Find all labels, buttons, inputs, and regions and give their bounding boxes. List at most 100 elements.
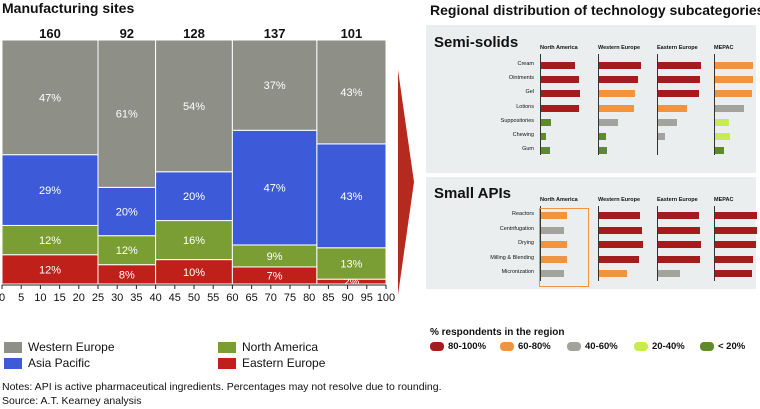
x-tick-label: 95 [361,292,373,304]
total-label: 137 [264,26,286,41]
x-tick-label: 40 [149,292,161,304]
regional-bar [541,104,580,112]
x-tick-label: 70 [265,292,277,304]
subcategory-label: Milling & Blending [490,254,534,261]
small-apis-panel [426,177,756,289]
region-header: North America [540,45,578,51]
legend-item-80-100: 80-100% [430,341,486,352]
total-label: 128 [183,26,205,41]
x-tick-label: 25 [92,292,104,304]
x-tick-label: 10 [34,292,46,304]
region-header: Western Europe [598,197,641,203]
left-chart-title: Manufacturing sites [2,0,135,16]
regional-bar [715,270,753,278]
column-axis-line [540,54,541,156]
regional-bar [658,255,700,263]
segment-label: 43% [340,87,362,99]
x-tick-label: 90 [341,292,353,304]
regional-bar [599,255,640,263]
legend-item-north-america: North America [218,340,318,354]
notes-text: Notes: API is active pharmaceutical ingr… [2,381,442,393]
segment-label: 61% [116,109,138,121]
segment-label: 29% [39,185,61,197]
legend-swatch [700,342,714,351]
legend-item-40-60: 40-60% [567,341,618,352]
segment-liquids-western-europe [155,39,233,173]
segment-liquids-north-america [155,220,233,261]
regional-bar [715,62,754,69]
regional-bar [658,62,702,69]
legend-item-western-europe: Western Europe [4,340,115,354]
segment-large-apis-asia-pacific [316,143,387,249]
segment-label: 20% [183,191,205,203]
x-tick-label: 30 [111,292,123,304]
regional-bar [599,147,607,155]
arrow-icon [398,70,414,295]
regional-bar [658,212,699,219]
x-tick-label: 55 [207,292,219,304]
legend-item-60-80: 60-80% [500,341,551,352]
panel-title-semi-solids: Semi-solids [434,34,519,51]
subcategory-label: Centrifugation [499,225,534,232]
legend-swatch [430,342,444,351]
segment-liquids-asia-pacific [155,171,233,222]
regional-bar [599,212,640,219]
highlight-box [539,208,589,287]
semi-solids-panel [426,25,756,173]
segment-label: 47% [39,92,61,104]
segment-large-apis-north-america [316,247,387,280]
x-tick-label: 100 [377,292,395,304]
segment-label: 10% [183,267,205,279]
subcategory-label: Reactors [511,211,534,217]
region-header: Eastern Europe [657,45,698,51]
segment-label: 12% [39,235,61,247]
segment-label: 12% [116,245,138,257]
legend-swatch [4,341,22,353]
legend-item-less-20: < 20% [700,341,745,352]
x-tick-label: 50 [188,292,200,304]
regional-bar [599,104,634,112]
segment-label: 8% [119,269,135,281]
subcategory-label: Drying [518,240,534,247]
regional-bar [541,147,550,155]
legend-swatch [218,357,236,369]
segment-label: 12% [39,264,61,276]
x-tick-label: 35 [130,292,142,304]
subcategory-label: Gel [525,89,534,96]
total-label: 101 [341,26,363,41]
region-header: MEPAC [714,197,734,203]
x-tick-label: 80 [303,292,315,304]
region-header: Eastern Europe [657,197,698,203]
regional-bar [599,90,635,98]
segment-label: 43% [340,191,362,203]
regional-bar [541,241,568,249]
regional-bar [541,76,580,84]
regional-bar [658,118,678,126]
panel-title-small-apis: Small APIs [434,185,511,202]
regional-bar [541,212,568,219]
regional-bar [715,212,758,219]
regional-bar [658,76,701,84]
right-legend-title: % respondents in the region [430,327,565,338]
x-tick-label: 45 [169,292,181,304]
regional-bar [658,133,666,140]
regional-bar [715,104,744,112]
segment-large-apis-western-europe [316,39,387,145]
regional-bar [658,226,701,234]
legend-swatch [218,341,236,353]
segment-label: 20% [116,207,138,219]
total-label: 160 [39,26,61,41]
segment-label: 13% [340,258,362,270]
regional-bar [541,90,581,98]
segment-label: 16% [183,235,205,247]
legend-item-20-40: 20-40% [634,341,685,352]
regional-bar [658,241,702,249]
subcategory-label: Ointments [508,75,534,82]
regional-bar [658,90,700,98]
regional-bar [715,76,754,84]
legend-item-eastern-europe: Eastern Europe [218,356,325,370]
regional-bar [658,104,687,112]
regional-bar [599,118,619,126]
segment-semi-solids-western-europe [97,39,157,188]
x-tick-label: 15 [53,292,65,304]
